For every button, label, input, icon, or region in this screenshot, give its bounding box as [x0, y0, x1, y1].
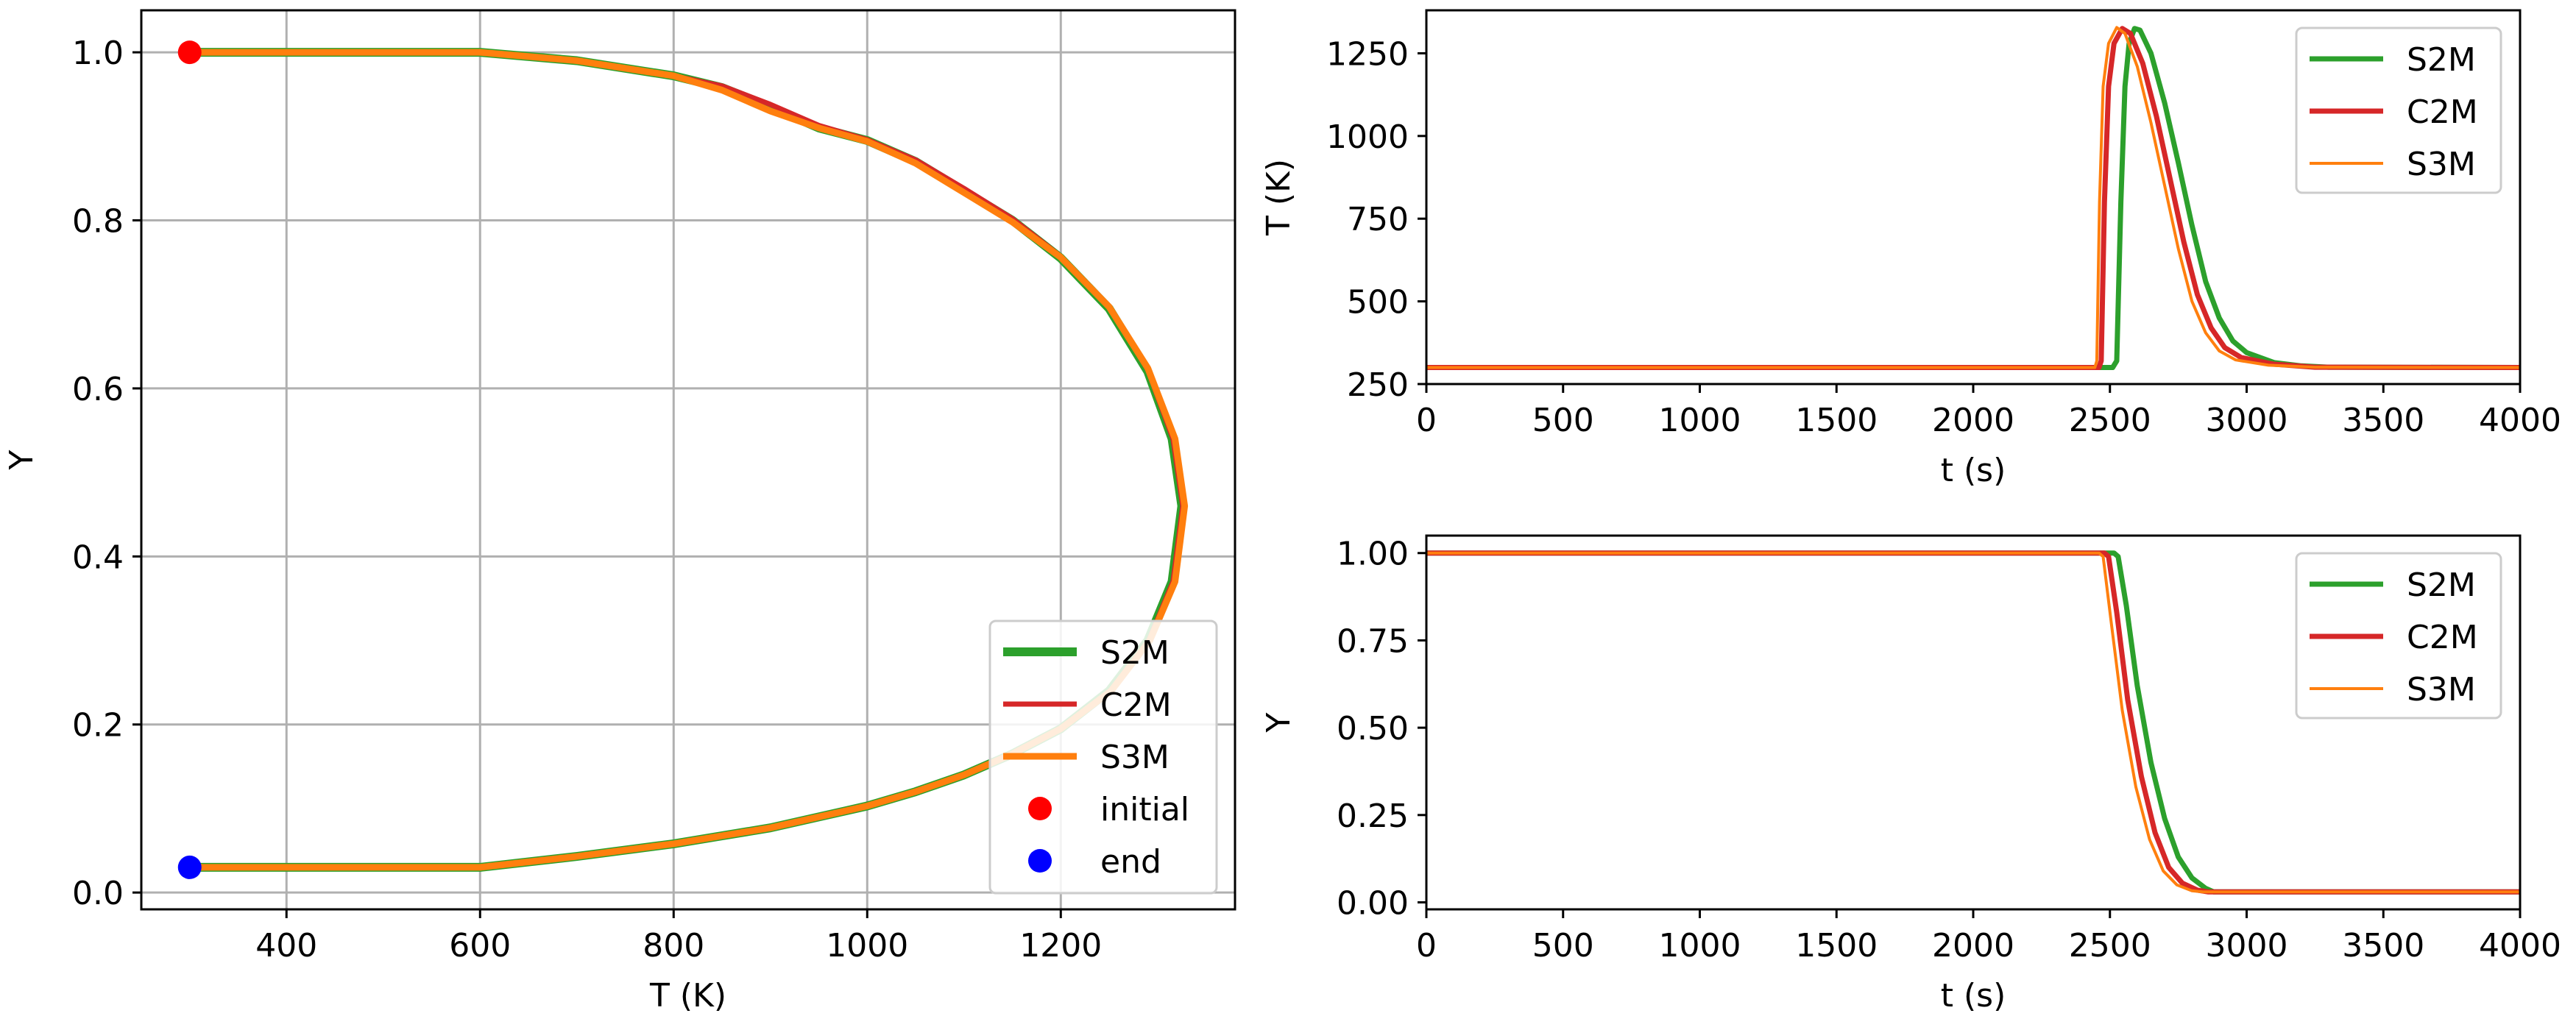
- x-tick-label: 3500: [2342, 402, 2424, 439]
- legend-label: S3M: [2407, 146, 2476, 183]
- x-axis-label: T (K): [649, 977, 726, 1015]
- series-line-s3m: [186, 49, 1189, 871]
- legend-box: [988, 619, 1218, 895]
- legend-label: initial: [1100, 791, 1189, 828]
- legend-swatch-end: [1028, 849, 1052, 873]
- y-tick-label: 1000: [1326, 118, 1409, 156]
- y-tick-label: 0.75: [1337, 622, 1409, 660]
- y-tick-label: 0.50: [1337, 710, 1409, 747]
- series-line-s2m: [1426, 550, 2520, 895]
- x-tick-label: 1000: [826, 927, 908, 965]
- x-tick-label: 1500: [1795, 927, 1878, 965]
- y-tick-label: 750: [1347, 201, 1409, 238]
- y-time-panel: 0 500 1000 1500 2000 2500 3000 3500 4000 0.00 0.25…: [1260, 534, 2561, 1015]
- x-tick-label: 4000: [2479, 927, 2561, 965]
- x-tick-label: 2500: [2069, 402, 2151, 439]
- y-axis-label: Y: [1260, 712, 1298, 733]
- y-tick-label: 0.25: [1337, 798, 1409, 835]
- legend-box: [2295, 26, 2502, 194]
- marker-initial: [177, 40, 202, 65]
- legend-label: S2M: [2407, 41, 2476, 79]
- x-tick-label: 1200: [1019, 927, 1102, 965]
- series-line-s2m: [1426, 26, 2520, 370]
- y-axis-label: Y: [3, 450, 40, 470]
- legend-box: [2295, 552, 2502, 720]
- y-tick-label: 1250: [1326, 35, 1409, 73]
- y-tick-label: 250: [1347, 366, 1409, 404]
- axes-frame: [140, 9, 1236, 911]
- y-tick-label: 0.6: [72, 371, 124, 408]
- y-axis-label: T (K): [1260, 159, 1298, 236]
- y-tick-label: 0.8: [72, 203, 124, 241]
- legend-label: S3M: [2407, 671, 2476, 708]
- y-tick-label: 0.2: [72, 707, 124, 745]
- legend-label: S2M: [2407, 566, 2476, 604]
- x-tick-label: 500: [1532, 402, 1594, 439]
- x-tick-label: 1000: [1659, 402, 1741, 439]
- x-tick-label: 400: [255, 927, 317, 965]
- x-tick-label: 500: [1532, 927, 1594, 965]
- x-tick-label: 1000: [1659, 927, 1741, 965]
- y-tick-label: 1.00: [1337, 536, 1409, 573]
- legend-label: C2M: [2407, 93, 2478, 131]
- legend-label: S3M: [1100, 739, 1170, 776]
- phase-plot-panel: 400 600 800 1000 1200 0.0 0.2 0.4 0.6 0.8 1.0 T (K)…: [3, 9, 1236, 1015]
- legend-swatch-initial: [1028, 797, 1052, 820]
- x-tick-label: 3000: [2206, 927, 2288, 965]
- temperature-time-panel: 0 500 1000 1500 2000 2500 3000 3500 4000 250 500 75…: [1260, 9, 2561, 489]
- x-tick-label: 600: [449, 927, 511, 965]
- x-tick-label: 2000: [1932, 927, 2014, 965]
- y-tick-label: 0.4: [72, 539, 124, 576]
- y-tick-label: 0.0: [72, 875, 124, 912]
- x-tick-label: 0: [1416, 402, 1437, 439]
- x-tick-label: 2000: [1932, 402, 2014, 439]
- legend-label: end: [1100, 843, 1161, 881]
- series-line-s3m: [1426, 551, 2520, 894]
- y-tick-label: 0.00: [1337, 885, 1409, 923]
- y-tick-label: 500: [1347, 284, 1409, 322]
- x-tick-label: 3000: [2206, 402, 2288, 439]
- x-axis-label: t (s): [1941, 452, 2006, 489]
- legend-label: C2M: [2407, 619, 2478, 656]
- legend-label: S2M: [1100, 634, 1170, 672]
- y-tick-label: 1.0: [72, 35, 124, 72]
- series-line-c2m: [1426, 26, 2520, 370]
- legend-label: C2M: [1100, 686, 1172, 724]
- series-line-s3m: [1426, 26, 2520, 369]
- marker-end: [177, 855, 202, 879]
- x-tick-label: 3500: [2342, 927, 2424, 965]
- x-tick-label: 1500: [1795, 402, 1878, 439]
- x-tick-label: 0: [1416, 927, 1437, 965]
- x-tick-label: 2500: [2069, 927, 2151, 965]
- x-tick-label: 800: [643, 927, 704, 965]
- x-axis-label: t (s): [1941, 977, 2006, 1015]
- x-tick-label: 4000: [2479, 402, 2561, 439]
